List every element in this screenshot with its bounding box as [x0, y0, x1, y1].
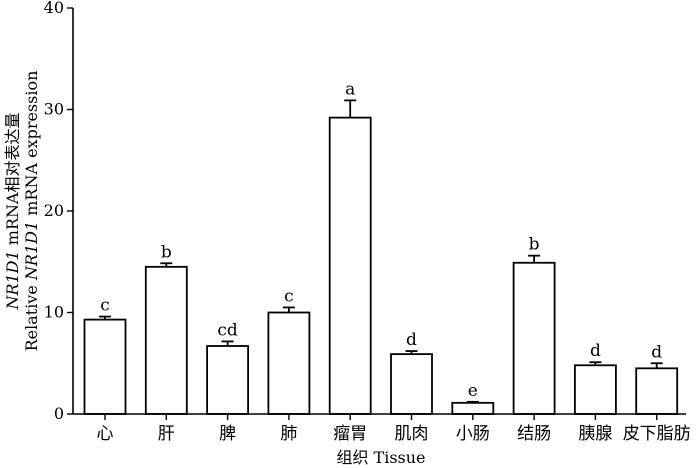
x-tick-label: 肝 — [158, 424, 175, 444]
significance-label: c — [284, 286, 294, 306]
x-tick-label: 瘤胃 — [333, 424, 367, 444]
y-axis-title-chinese: NR1D1 mRNA相对表达量 — [3, 112, 22, 310]
bar — [512, 261, 556, 415]
bar — [451, 401, 495, 415]
significance-label: d — [651, 342, 662, 362]
y-tick-label: 40 — [44, 0, 64, 17]
x-tick-label: 心 — [97, 424, 114, 444]
significance-label: b — [161, 242, 172, 262]
significance-label: d — [590, 341, 601, 361]
y-axis: 0 10 20 30 40 — [44, 0, 74, 423]
bar — [328, 116, 372, 415]
x-tick-label: 结肠 — [517, 424, 551, 444]
x-axis: 心 肝 脾 肺 瘤胃 肌肉 小肠 结肠 胰腺 皮下脂肪 — [73, 413, 691, 444]
y-tick-label: 10 — [44, 303, 64, 322]
significance-label: c — [100, 296, 110, 316]
y-tick-label: 20 — [44, 201, 64, 220]
x-tick-label: 皮下脂肪 — [623, 424, 691, 444]
y-axis-title-english: Relative NR1D1 mRNA expression — [22, 71, 41, 352]
x-tick-label: 胰腺 — [578, 424, 612, 444]
significance-label: b — [529, 235, 540, 255]
y-tick-label: 30 — [44, 100, 64, 119]
x-axis-title: 组织 Tissue — [336, 448, 425, 467]
x-tick-label: 肌肉 — [395, 424, 429, 444]
x-tick-label: 小肠 — [456, 424, 490, 444]
y-tick-label: 0 — [54, 404, 64, 423]
significance-label: cd — [217, 320, 238, 340]
x-tick-label: 脾 — [219, 424, 236, 444]
bar — [390, 353, 433, 415]
bar — [574, 364, 617, 415]
bar — [267, 311, 311, 415]
significance-label: d — [406, 330, 417, 350]
bar — [635, 367, 679, 415]
significance-label: e — [468, 381, 478, 401]
bar — [206, 345, 250, 415]
plot-area: c b cd c a d e b d d — [83, 79, 679, 415]
significance-label: a — [345, 79, 355, 99]
bar — [144, 265, 188, 415]
x-tick-label: 肺 — [280, 424, 297, 444]
axis-titles: 组织 Tissue NR1D1 mRNA相对表达量 Relative NR1D1… — [3, 71, 426, 467]
bar — [83, 318, 127, 415]
